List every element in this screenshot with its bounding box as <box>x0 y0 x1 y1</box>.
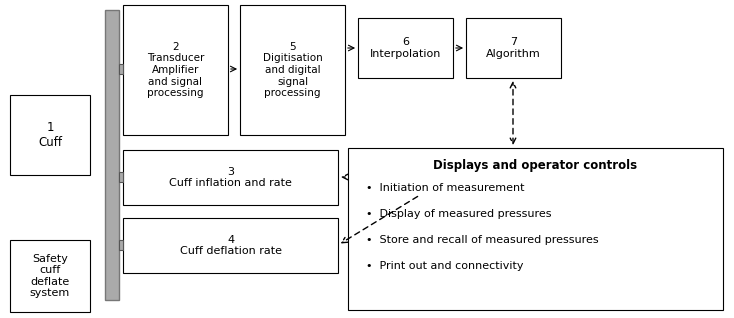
Text: 6
Interpolation: 6 Interpolation <box>370 37 441 59</box>
Bar <box>466 18 561 78</box>
Bar <box>123 150 338 205</box>
Text: 3
Cuff inflation and rate: 3 Cuff inflation and rate <box>169 167 292 188</box>
Bar <box>119 64 123 74</box>
Text: 7
Algorithm: 7 Algorithm <box>486 37 541 59</box>
Text: 1
Cuff: 1 Cuff <box>38 121 62 149</box>
Bar <box>119 240 123 250</box>
Bar <box>123 218 338 273</box>
Text: 2
Transducer
Amplifier
and signal
processing: 2 Transducer Amplifier and signal proces… <box>147 42 204 98</box>
Bar <box>10 95 90 175</box>
Text: 5
Digitisation
and digital
signal
processing: 5 Digitisation and digital signal proces… <box>263 42 322 98</box>
Bar <box>358 18 453 78</box>
Bar <box>119 172 123 182</box>
Text: •  Display of measured pressures: • Display of measured pressures <box>366 209 551 219</box>
Bar <box>119 240 123 250</box>
Bar <box>123 5 228 135</box>
Bar <box>119 64 123 74</box>
Bar <box>240 5 345 135</box>
Text: Safety
cuff
deflate
system: Safety cuff deflate system <box>30 253 70 298</box>
Bar <box>348 148 723 310</box>
Text: 4
Cuff deflation rate: 4 Cuff deflation rate <box>180 235 282 256</box>
Text: •  Print out and connectivity: • Print out and connectivity <box>366 261 523 271</box>
Text: Displays and operator controls: Displays and operator controls <box>434 160 638 172</box>
Text: •  Initiation of measurement: • Initiation of measurement <box>366 183 525 193</box>
Bar <box>10 240 90 312</box>
Bar <box>105 10 119 300</box>
Bar <box>119 172 123 182</box>
Text: •  Store and recall of measured pressures: • Store and recall of measured pressures <box>366 235 599 245</box>
